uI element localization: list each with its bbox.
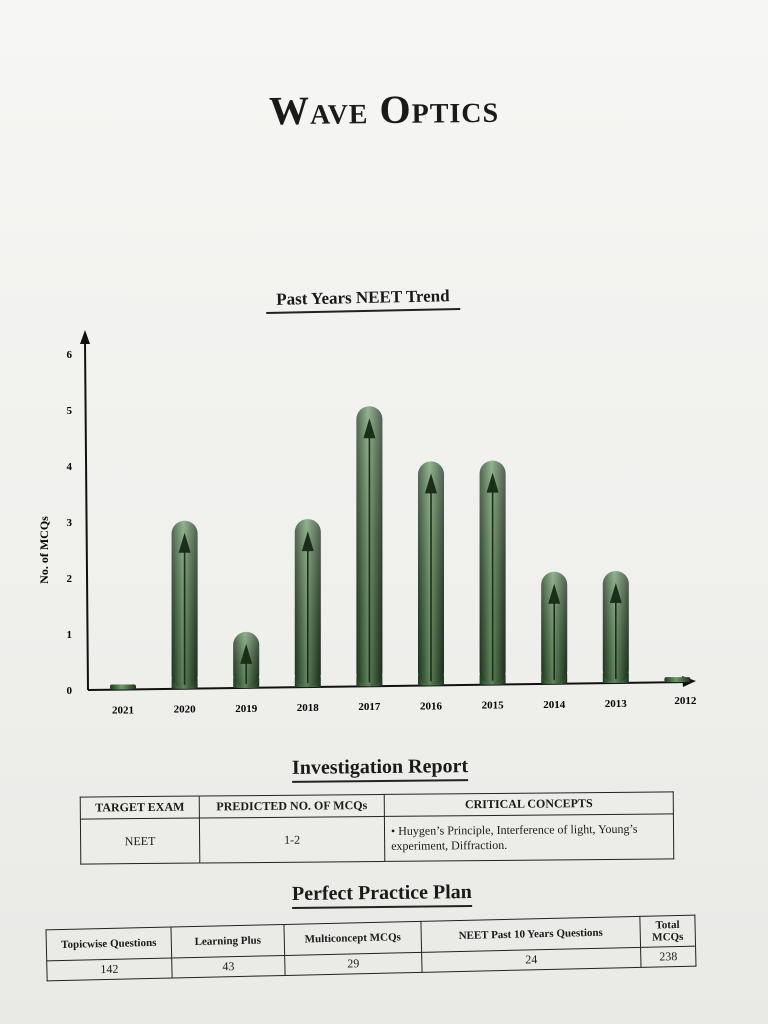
bar-arrow-icon (301, 531, 314, 552)
header-learning-plus: Learning Plus (170, 924, 285, 959)
plan-multiconcept-value: 29 (284, 952, 423, 976)
y-tick-label: 0 (67, 685, 73, 697)
bar-arrow-icon (425, 473, 437, 494)
bar-arrow-icon (363, 418, 376, 439)
practice-plan-table: Topicwise Questions Learning Plus Multic… (45, 915, 696, 982)
chart-bar-zero (110, 684, 136, 690)
y-tick-label: 4 (67, 461, 73, 473)
header-topicwise: Topicwise Questions (46, 927, 172, 961)
page-title: Wave Optics (268, 85, 500, 134)
header-predicted-mcqs: PREDICTED NO. OF MCQs (199, 794, 385, 819)
x-tick-label: 2013 (605, 698, 628, 710)
report-heading: Investigation Report (291, 755, 469, 783)
y-tick-label: 1 (67, 629, 73, 641)
plan-total-value: 238 (640, 946, 696, 968)
plan-learning-plus-value: 43 (171, 955, 286, 979)
header-total: Total MCQs (639, 915, 696, 948)
header-multiconcept: Multiconcept MCQs (283, 921, 422, 956)
trend-bar-chart: 0 1 2 3 4 5 6 No. of MCQs 2021 2020 2019 2018 2017 20… (37, 330, 697, 717)
x-tick-label: 2020 (174, 704, 197, 716)
y-axis (84, 341, 89, 691)
x-tick-label: 2017 (358, 701, 381, 713)
chart-bar-zero (664, 677, 691, 683)
bar-arrow-icon (609, 582, 622, 603)
report-row: NEET 1-2 • Huygen’s Principle, Interfere… (80, 813, 674, 865)
y-axis-label: No. of MCQs (37, 516, 51, 584)
bar-arrow-icon (240, 643, 253, 664)
y-tick-label: 3 (67, 517, 73, 529)
header-critical-concepts: CRITICAL CONCEPTS (384, 791, 674, 817)
x-tick-label: 2014 (543, 699, 566, 711)
plan-neet-past-value: 24 (421, 947, 642, 973)
x-tick-label: 2019 (235, 703, 258, 715)
plan-heading: Perfect Practice Plan (291, 881, 473, 909)
y-tick-label: 2 (67, 573, 73, 585)
bar-arrow-icon (548, 583, 561, 604)
report-concepts: • Huygen’s Principle, Interference of li… (384, 813, 674, 862)
x-tick-label: 2018 (297, 702, 320, 714)
report-predicted: 1-2 (199, 816, 385, 864)
plan-topicwise-value: 142 (46, 958, 173, 981)
investigation-report-table: TARGET EXAM PREDICTED NO. OF MCQs CRITIC… (80, 791, 675, 865)
x-tick-label: 2015 (482, 700, 505, 712)
bar-arrow-icon (486, 472, 499, 493)
y-tick-label: 5 (67, 405, 73, 417)
header-neet-past: NEET Past 10 Years Questions (420, 916, 641, 953)
y-axis-arrow-icon (80, 330, 90, 344)
x-tick-label: 2012 (674, 695, 697, 707)
x-tick-label: 2021 (112, 705, 134, 717)
header-target-exam: TARGET EXAM (80, 796, 200, 820)
chart-heading: Past Years NEET Trend (265, 285, 461, 315)
bar-arrow-icon (178, 532, 191, 553)
report-exam: NEET (80, 818, 200, 865)
y-tick-label: 6 (67, 349, 73, 361)
x-tick-label: 2016 (420, 700, 443, 712)
